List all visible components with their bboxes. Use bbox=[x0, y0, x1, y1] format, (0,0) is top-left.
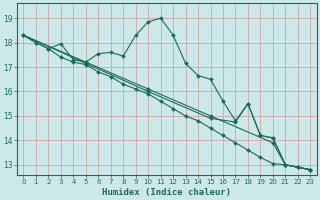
X-axis label: Humidex (Indice chaleur): Humidex (Indice chaleur) bbox=[102, 188, 231, 197]
